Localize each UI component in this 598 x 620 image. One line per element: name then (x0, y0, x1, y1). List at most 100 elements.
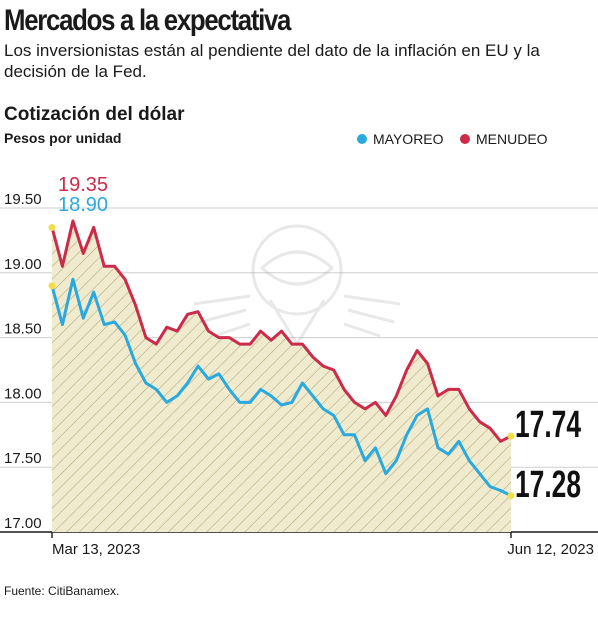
data-point-menudeo (364, 408, 366, 410)
data-point-menudeo (134, 304, 137, 307)
end-marker-menudeo (507, 432, 515, 440)
legend-item-mayoreo: MAYOREO (357, 131, 444, 147)
data-point-mayoreo (478, 472, 481, 475)
data-point-mayoreo (280, 404, 283, 406)
y-tick-label: 17.00 (4, 515, 42, 532)
data-point-menudeo (270, 339, 272, 342)
data-point-mayoreo (145, 382, 147, 384)
data-point-menudeo (416, 349, 418, 352)
y-tick-label: 19.00 (4, 256, 42, 273)
start-marker-mayoreo (48, 282, 56, 290)
data-point-menudeo (176, 330, 178, 332)
data-point-mayoreo (416, 414, 418, 417)
data-point-mayoreo (353, 434, 356, 436)
legend-label-menudeo: MENUDEO (476, 131, 548, 147)
newspaper-eagle-watermark (193, 224, 401, 347)
data-point-mayoreo (82, 317, 85, 320)
data-point-menudeo (280, 330, 283, 332)
data-point-menudeo (249, 343, 251, 345)
data-point-mayoreo (447, 453, 450, 456)
data-point-mayoreo (374, 447, 377, 449)
data-point-menudeo (405, 369, 408, 371)
data-point-mayoreo (322, 408, 325, 410)
data-point-mayoreo (103, 323, 105, 326)
chart-title: Cotización del dólar (4, 104, 185, 125)
data-point-mayoreo (134, 362, 137, 365)
end-label-mayoreo: 17.28 (515, 464, 581, 506)
data-point-menudeo (426, 362, 429, 365)
data-point-menudeo (197, 310, 199, 313)
data-point-menudeo (92, 226, 95, 229)
data-point-menudeo (385, 414, 387, 417)
data-point-menudeo (395, 395, 398, 397)
data-point-mayoreo (124, 334, 126, 336)
y-tick-label: 19.50 (4, 191, 42, 208)
data-point-menudeo (322, 365, 325, 367)
data-point-mayoreo (312, 395, 314, 397)
data-point-menudeo (437, 395, 439, 397)
data-point-menudeo (291, 343, 293, 345)
y-axis-unit-label: Pesos por unidad (4, 130, 122, 146)
data-point-mayoreo (186, 382, 189, 384)
data-point-menudeo (186, 313, 189, 316)
data-point-menudeo (228, 336, 231, 339)
data-point-mayoreo (228, 388, 231, 391)
data-point-menudeo (113, 265, 116, 268)
start-label-menudeo: 19.35 (58, 174, 108, 196)
main-title: Mercados a la expectativa (4, 4, 291, 37)
data-point-menudeo (447, 388, 450, 391)
data-point-menudeo (301, 343, 304, 345)
data-point-menudeo (239, 343, 241, 345)
data-point-mayoreo (61, 323, 64, 326)
data-point-menudeo (259, 330, 262, 332)
data-point-menudeo (312, 356, 314, 358)
data-point-mayoreo (437, 447, 439, 449)
data-point-menudeo (489, 427, 491, 430)
data-point-mayoreo (468, 459, 471, 462)
source-note: Fuente: CitiBanamex. (4, 584, 120, 598)
y-tick-label: 18.50 (4, 321, 42, 338)
data-point-mayoreo (72, 278, 74, 281)
subtitle: Los inversionistas están al pendiente de… (4, 41, 540, 81)
data-point-mayoreo (207, 378, 210, 380)
data-point-mayoreo (166, 401, 168, 404)
data-point-menudeo (468, 408, 471, 410)
start-marker-menudeo (48, 223, 56, 231)
area-fill-menudeo (52, 221, 511, 532)
data-point-menudeo (155, 343, 158, 345)
x-tick-label-start: Mar 13, 2023 (52, 541, 140, 558)
data-point-menudeo (82, 252, 85, 255)
data-point-mayoreo (113, 321, 116, 323)
data-point-mayoreo (301, 382, 304, 384)
legend-dot-mayoreo (357, 134, 367, 144)
data-point-menudeo (72, 220, 74, 222)
data-point-menudeo (124, 278, 126, 281)
y-tick-label: 18.00 (4, 385, 42, 402)
y-tick-label: 17.50 (4, 450, 42, 467)
start-label-mayoreo: 18.90 (58, 194, 108, 216)
data-point-menudeo (458, 388, 460, 391)
data-point-menudeo (61, 265, 64, 268)
data-point-mayoreo (92, 291, 95, 294)
data-point-menudeo (332, 369, 335, 371)
data-point-menudeo (166, 326, 168, 329)
data-point-mayoreo (197, 365, 199, 367)
legend-dot-menudeo (460, 134, 470, 144)
data-point-mayoreo (239, 401, 241, 404)
data-point-mayoreo (332, 414, 335, 417)
data-point-mayoreo (395, 459, 398, 462)
data-point-mayoreo (291, 401, 293, 404)
data-point-menudeo (353, 401, 356, 404)
data-point-menudeo (218, 336, 220, 339)
data-point-menudeo (374, 401, 377, 404)
data-point-mayoreo (364, 459, 366, 462)
data-point-mayoreo (176, 395, 178, 397)
data-point-mayoreo (343, 434, 345, 436)
legend-item-menudeo: MENUDEO (460, 131, 548, 147)
data-point-menudeo (343, 388, 345, 391)
data-point-mayoreo (426, 408, 429, 410)
data-point-mayoreo (499, 489, 502, 492)
data-point-mayoreo (259, 388, 262, 391)
data-point-mayoreo (218, 373, 220, 375)
